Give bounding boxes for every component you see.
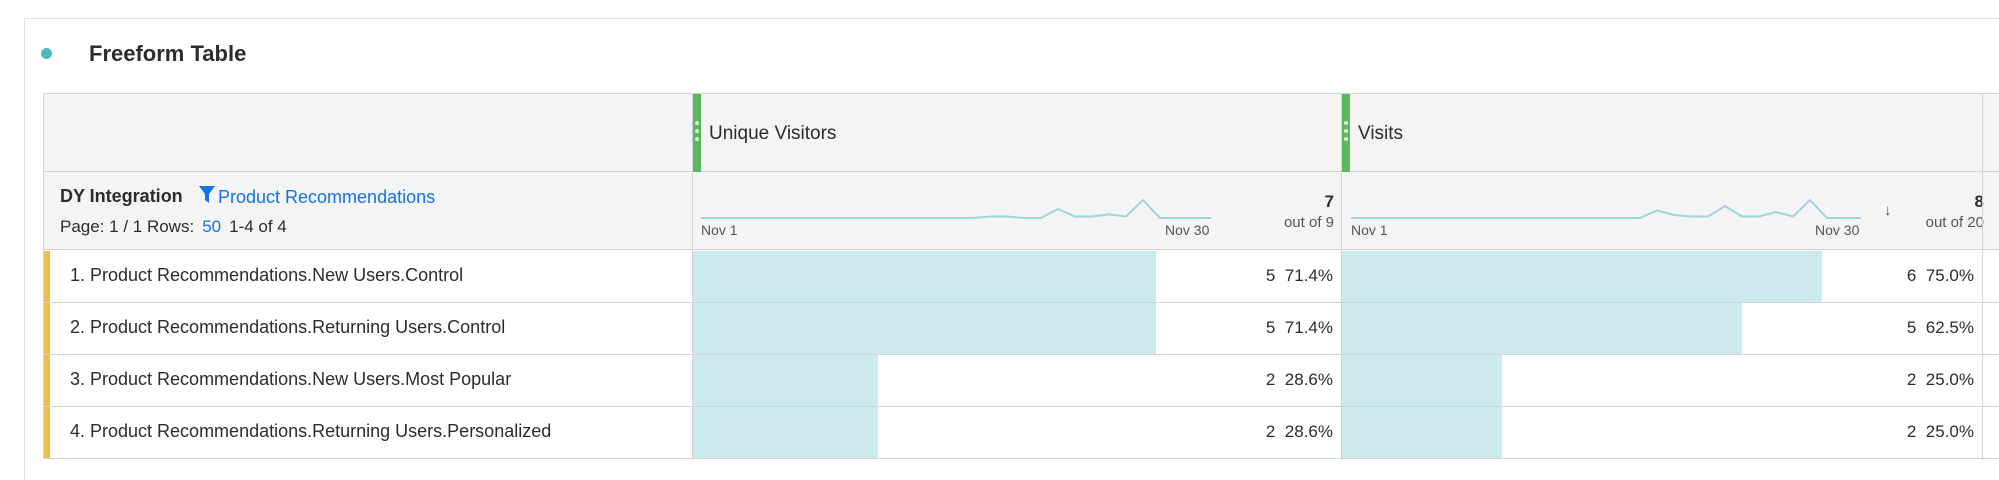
sparkline-start-label: Nov 1 [701,222,738,238]
column-total: 8 [1974,192,1984,211]
cell-unique-visitors[interactable]: 5 71.4% [693,266,1333,286]
cell-percent: 25.0% [1925,370,1974,389]
drag-handle-icon[interactable] [693,94,701,172]
cell-percent: 28.6% [1284,370,1333,389]
column-total: 7 [1324,192,1334,211]
cell-unique-visitors[interactable]: 2 28.6% [693,422,1333,442]
metric-header-row: Unique Visitors Visits [44,94,1999,172]
cell-percent: 71.4% [1284,266,1333,285]
cell-percent: 62.5% [1925,318,1974,337]
cell-count: 2 [1906,370,1917,389]
column-total-sub: out of 20 [1925,214,1984,231]
freeform-panel: Freeform Table Unique Visitors Visits DY… [24,18,1999,480]
cell-visits[interactable]: 5 62.5% [1342,318,1974,338]
table-row[interactable]: 1. Product Recommendations.New Users.Con… [44,251,1999,303]
sparkline-end-label: Nov 30 [1165,222,1210,238]
filter-icon[interactable] [198,185,216,205]
sparkline-end-label: Nov 30 [1815,222,1860,238]
table-row[interactable]: 2. Product Recommendations.Returning Use… [44,303,1999,355]
cell-visits[interactable]: 2 25.0% [1342,370,1974,390]
cell-count: 6 [1906,266,1917,285]
table-row[interactable]: 3. Product Recommendations.New Users.Mos… [44,355,1999,407]
sparkline-start-label: Nov 1 [1351,222,1388,238]
cell-percent: 25.0% [1925,422,1974,441]
drag-handle-icon[interactable] [1342,94,1350,172]
cell-unique-visitors[interactable]: 5 71.4% [693,318,1333,338]
cell-percent: 71.4% [1284,318,1333,337]
panel-header: Freeform Table [25,19,1999,91]
page-info: Page: 1 / 1 Rows: [60,217,195,236]
row-accent [44,251,50,302]
cell-count: 5 [1906,318,1917,337]
column-divider [692,94,693,460]
column-title: Visits [1358,123,1404,144]
column-total-sub: out of 9 [1283,214,1334,231]
column-title: Unique Visitors [709,123,837,144]
cell-count: 2 [1265,370,1276,389]
cell-count: 5 [1265,318,1276,337]
sparkline-path [701,198,1211,219]
cell-visits[interactable]: 2 25.0% [1342,422,1974,442]
row-range: 1-4 of 4 [229,217,287,236]
row-accent [44,303,50,354]
bar-unique-visitors [693,355,878,406]
bar-visits [1342,303,1742,354]
cell-count: 2 [1265,422,1276,441]
dimension-header-row: DY Integration Product Recommendations P… [44,172,1999,250]
pagination: Page: 1 / 1 Rows: 50 1-4 of 4 [60,217,287,237]
panel-status-dot[interactable] [41,48,52,59]
bar-visits [1342,251,1822,302]
row-accent [44,355,50,406]
bar-visits [1342,355,1502,406]
cell-percent: 75.0% [1925,266,1974,285]
rows-per-page-select[interactable]: 50 [202,217,222,236]
sparkline-visits [1351,198,1861,219]
cell-count: 5 [1265,266,1276,285]
sort-descending-icon[interactable]: ↓ [1884,202,1892,219]
sparkline-unique-visitors [701,198,1211,219]
column-header-unique-visitors[interactable]: Unique Visitors [693,94,1342,172]
filter-label[interactable]: Product Recommendations [218,187,436,207]
column-divider [1341,94,1342,460]
row-label[interactable]: 1. Product Recommendations.New Users.Con… [70,265,464,285]
row-label[interactable]: 2. Product Recommendations.Returning Use… [70,317,506,337]
row-label[interactable]: 3. Product Recommendations.New Users.Mos… [70,369,512,389]
dimension-title[interactable]: DY Integration [60,186,183,206]
cell-unique-visitors[interactable]: 2 28.6% [693,370,1333,390]
row-label[interactable]: 4. Product Recommendations.Returning Use… [70,421,552,441]
sparkline-path [1351,198,1861,219]
panel-title[interactable]: Freeform Table [89,41,247,66]
bar-unique-visitors [693,407,878,458]
bar-unique-visitors [693,251,1156,302]
cell-percent: 28.6% [1284,422,1333,441]
row-accent [44,407,50,458]
column-divider [1982,94,1983,460]
column-header-visits[interactable]: Visits [1342,94,1982,172]
bar-visits [1342,407,1502,458]
cell-visits[interactable]: 6 75.0% [1342,266,1974,286]
cell-count: 2 [1906,422,1917,441]
table-row[interactable]: 4. Product Recommendations.Returning Use… [44,407,1999,459]
freeform-table: Unique Visitors Visits DY Integration Pr… [43,93,1999,460]
bar-unique-visitors [693,303,1156,354]
